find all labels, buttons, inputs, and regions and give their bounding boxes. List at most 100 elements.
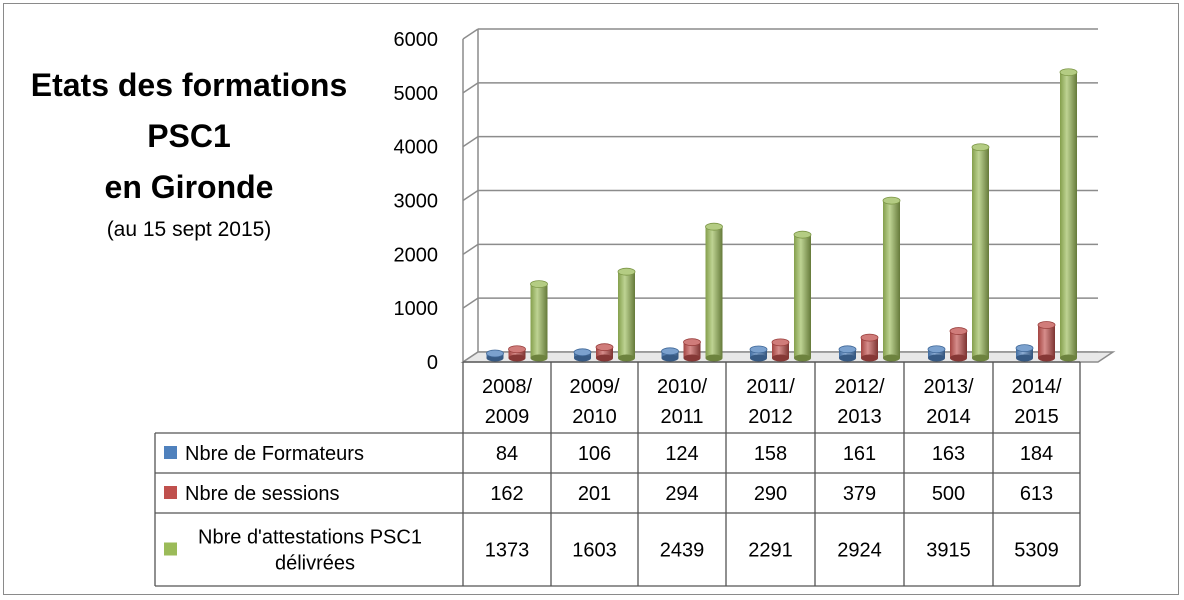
x-tick-label: 2015 (1014, 406, 1059, 428)
bar (1059, 68, 1078, 362)
bar-base (794, 354, 811, 362)
x-tick-label: 2012/ (834, 376, 884, 398)
bar (705, 222, 723, 362)
bar-top (661, 347, 679, 356)
data-label: 2924 (837, 540, 882, 562)
y-tick-label: 0 (427, 352, 438, 374)
gridline-depth (462, 189, 479, 202)
bar-base (950, 354, 967, 362)
bar-base (661, 354, 679, 362)
bar (949, 327, 968, 362)
y-tick-label: 4000 (394, 137, 439, 159)
y-tick-label: 2000 (394, 244, 439, 266)
bar-body (794, 234, 811, 358)
x-tick-label: 2012 (748, 406, 793, 428)
bar-base (530, 354, 548, 362)
x-tick-label: 2009/ (569, 376, 619, 398)
data-label: 1373 (485, 540, 530, 562)
bar (882, 196, 901, 362)
bar-top (838, 345, 857, 354)
gridline-depth (462, 82, 479, 94)
gridline-depth (462, 297, 479, 309)
bar-base (972, 354, 989, 362)
legend-key (164, 486, 177, 499)
bar-top (617, 267, 636, 276)
bar (508, 345, 526, 362)
bar-base (839, 354, 856, 362)
data-label: 161 (843, 443, 876, 465)
data-label: 2439 (660, 540, 705, 562)
bar (595, 343, 614, 362)
legend-label: Nbre d'attestations PSC1 (198, 527, 422, 549)
bar-base (750, 354, 767, 362)
bar-body (683, 342, 701, 358)
data-label: 500 (932, 483, 965, 505)
data-label: 5309 (1014, 540, 1059, 562)
bar-base (1016, 354, 1033, 362)
bar-top (683, 338, 701, 347)
bar-base (705, 354, 723, 362)
bar (771, 338, 790, 362)
bar (486, 349, 504, 362)
legend-key (164, 446, 177, 459)
bar-base (1060, 354, 1077, 362)
bar (838, 345, 857, 362)
bar-base (928, 354, 945, 362)
x-tick-label: 2014/ (1011, 376, 1061, 398)
bar-body (772, 342, 789, 358)
bar (530, 280, 548, 362)
bar-top (573, 348, 592, 357)
bar-base (596, 354, 613, 362)
bar (860, 333, 879, 362)
legend-label: Nbre de sessions (185, 483, 340, 505)
data-label: 2291 (748, 540, 793, 562)
x-tick-label: 2011/ (746, 376, 795, 398)
bar (793, 230, 812, 362)
x-tick-label: 2010 (572, 406, 617, 428)
gridline-depth (462, 243, 479, 255)
bar-base (508, 354, 526, 362)
bar-body (839, 349, 856, 358)
data-label: 379 (843, 483, 876, 505)
bar-top (1059, 68, 1078, 77)
bar-base (772, 354, 789, 362)
data-label: 184 (1020, 443, 1053, 465)
bar-top (595, 343, 614, 352)
x-tick-label: 2013 (837, 406, 882, 428)
x-tick-label: 2009 (485, 406, 530, 428)
y-tick-label: 5000 (394, 83, 439, 105)
bar (749, 345, 768, 362)
bar-top (882, 196, 901, 205)
bar-body (530, 284, 548, 358)
bar-base (574, 354, 591, 362)
bar (1037, 321, 1056, 362)
bar-top (486, 349, 504, 358)
data-label: 162 (490, 483, 523, 505)
bar-body (508, 349, 526, 358)
data-label: 1603 (572, 540, 617, 562)
bar-body (972, 147, 989, 358)
data-label: 294 (665, 483, 698, 505)
x-tick-label: 2010/ (657, 376, 707, 398)
data-label: 163 (932, 443, 965, 465)
bar-top (771, 338, 790, 347)
data-label: 3915 (926, 540, 971, 562)
bar-body (861, 337, 878, 358)
chart-title-line-3: en Gironde (104, 169, 274, 205)
bar-top (793, 230, 812, 239)
bar-body (1060, 72, 1077, 359)
y-tick-label: 3000 (394, 191, 439, 213)
chart-title-line-1: Etats des formations (30, 67, 348, 103)
x-tick-label: 2011 (660, 406, 703, 428)
data-label: 290 (754, 483, 787, 505)
bar-top (1037, 321, 1056, 329)
bar-top (1015, 344, 1034, 352)
data-label: 124 (665, 443, 698, 465)
bar-top (530, 280, 548, 288)
bar-body (750, 349, 767, 358)
bar-top (749, 345, 768, 354)
data-label: 158 (754, 443, 787, 465)
legend-label: délivrées (275, 553, 355, 575)
chart-title-line-2: PSC1 (147, 118, 231, 154)
